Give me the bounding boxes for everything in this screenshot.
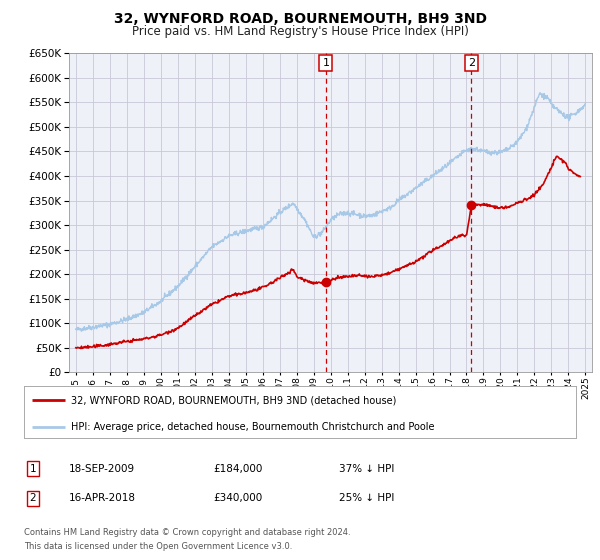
Text: 37% ↓ HPI: 37% ↓ HPI bbox=[339, 464, 394, 474]
Text: This data is licensed under the Open Government Licence v3.0.: This data is licensed under the Open Gov… bbox=[24, 542, 292, 551]
Text: Contains HM Land Registry data © Crown copyright and database right 2024.: Contains HM Land Registry data © Crown c… bbox=[24, 528, 350, 536]
Text: 2: 2 bbox=[468, 58, 475, 68]
Text: £184,000: £184,000 bbox=[213, 464, 262, 474]
Text: 32, WYNFORD ROAD, BOURNEMOUTH, BH9 3ND (detached house): 32, WYNFORD ROAD, BOURNEMOUTH, BH9 3ND (… bbox=[71, 395, 396, 405]
Text: 1: 1 bbox=[322, 58, 329, 68]
Text: 18-SEP-2009: 18-SEP-2009 bbox=[69, 464, 135, 474]
Text: Price paid vs. HM Land Registry's House Price Index (HPI): Price paid vs. HM Land Registry's House … bbox=[131, 25, 469, 38]
Text: HPI: Average price, detached house, Bournemouth Christchurch and Poole: HPI: Average price, detached house, Bour… bbox=[71, 422, 434, 432]
Text: 25% ↓ HPI: 25% ↓ HPI bbox=[339, 493, 394, 503]
Text: 2: 2 bbox=[29, 493, 37, 503]
Text: 16-APR-2018: 16-APR-2018 bbox=[69, 493, 136, 503]
Text: 1: 1 bbox=[29, 464, 37, 474]
Text: £340,000: £340,000 bbox=[213, 493, 262, 503]
Text: 32, WYNFORD ROAD, BOURNEMOUTH, BH9 3ND: 32, WYNFORD ROAD, BOURNEMOUTH, BH9 3ND bbox=[113, 12, 487, 26]
